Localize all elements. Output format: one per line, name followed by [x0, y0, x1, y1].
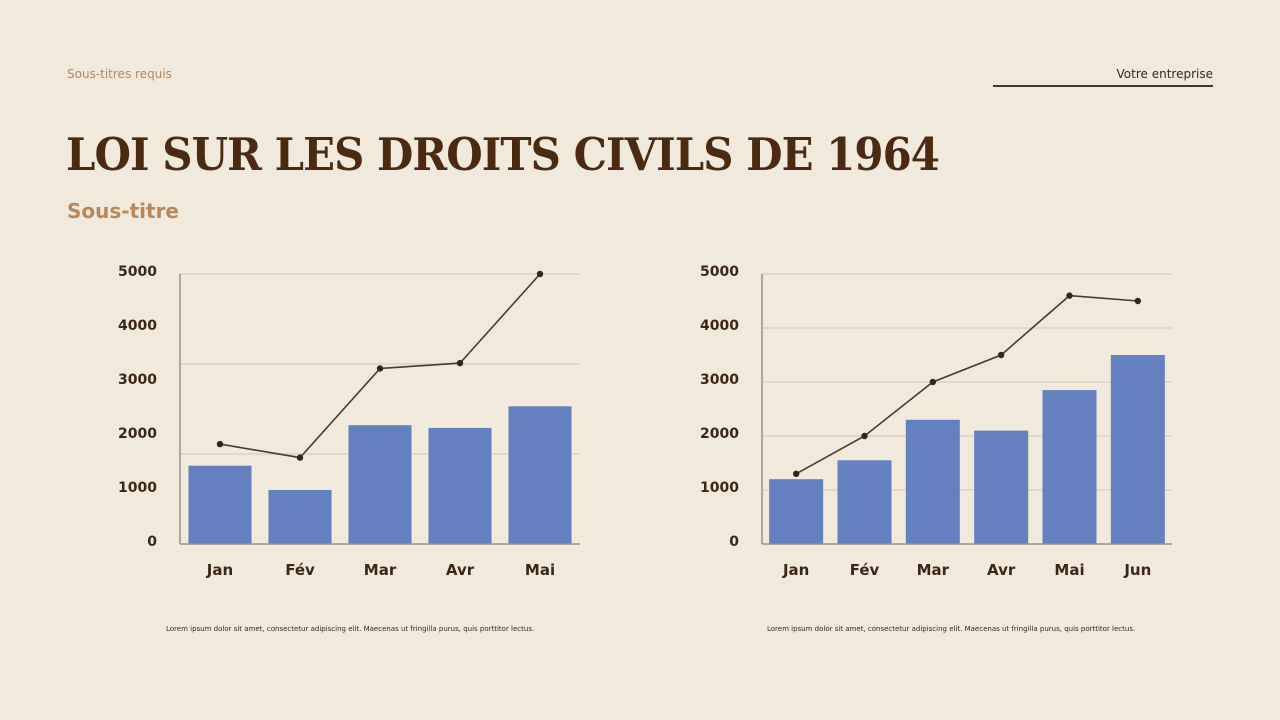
left-chart-caption: Lorem ipsum dolor sit amet, consectetur …: [166, 625, 535, 633]
x-tick-label: Jan: [782, 561, 810, 579]
bar: [974, 430, 1029, 544]
y-tick-label: 5000: [118, 264, 157, 280]
bar: [348, 425, 412, 544]
x-tick-label: Mar: [363, 561, 397, 579]
y-tick-label: 4000: [700, 318, 739, 334]
x-tick-label: Avr: [987, 561, 1016, 579]
trend-line: [795, 294, 1138, 475]
x-tick-label: Fév: [849, 561, 880, 579]
data-point: [929, 378, 937, 386]
data-point: [1066, 292, 1073, 299]
data-point: [216, 440, 224, 448]
data-point: [536, 270, 544, 278]
x-tick-label: Mai: [1054, 561, 1085, 579]
x-tick-label: Mar: [916, 561, 950, 579]
page-subtitle: Sous-titre: [67, 199, 179, 223]
data-point: [1134, 297, 1142, 305]
company-name: Votre entreprise: [993, 67, 1213, 87]
x-tick-label: Avr: [445, 561, 475, 579]
bar: [1110, 355, 1165, 544]
bar: [268, 490, 332, 544]
y-tick-label: 2000: [700, 426, 739, 442]
y-tick-label: 2000: [118, 426, 157, 442]
bar: [508, 406, 572, 544]
right-chart-caption: Lorem ipsum dolor sit amet, consectetur …: [767, 625, 1136, 633]
x-tick-label: Mai: [524, 561, 556, 579]
bar: [188, 465, 252, 544]
data-point: [792, 470, 800, 477]
y-tick-label: 1000: [118, 480, 157, 496]
data-point: [456, 359, 464, 367]
y-tick-label: 1000: [700, 480, 739, 496]
data-point: [861, 432, 868, 440]
data-point: [997, 351, 1005, 359]
bar: [905, 419, 960, 544]
y-tick-label: 5000: [700, 264, 739, 280]
required-subtitles-label: Sous-titres requis: [67, 67, 172, 81]
bar: [769, 479, 824, 544]
y-tick-label: 3000: [118, 372, 157, 388]
page-title: LOI SUR LES DROITS CIVILS DE 1964: [66, 128, 940, 181]
bar: [1042, 390, 1097, 544]
y-tick-label: 0: [147, 534, 157, 550]
y-tick-label: 4000: [118, 318, 157, 334]
bar: [837, 460, 892, 544]
bar: [428, 427, 492, 544]
y-tick-label: 0: [729, 534, 739, 550]
data-point: [296, 454, 304, 461]
x-tick-label: Jan: [206, 561, 234, 579]
x-tick-label: Jun: [1124, 561, 1152, 579]
x-tick-label: Fév: [285, 561, 315, 579]
data-point: [376, 365, 384, 372]
y-tick-label: 3000: [700, 372, 739, 388]
